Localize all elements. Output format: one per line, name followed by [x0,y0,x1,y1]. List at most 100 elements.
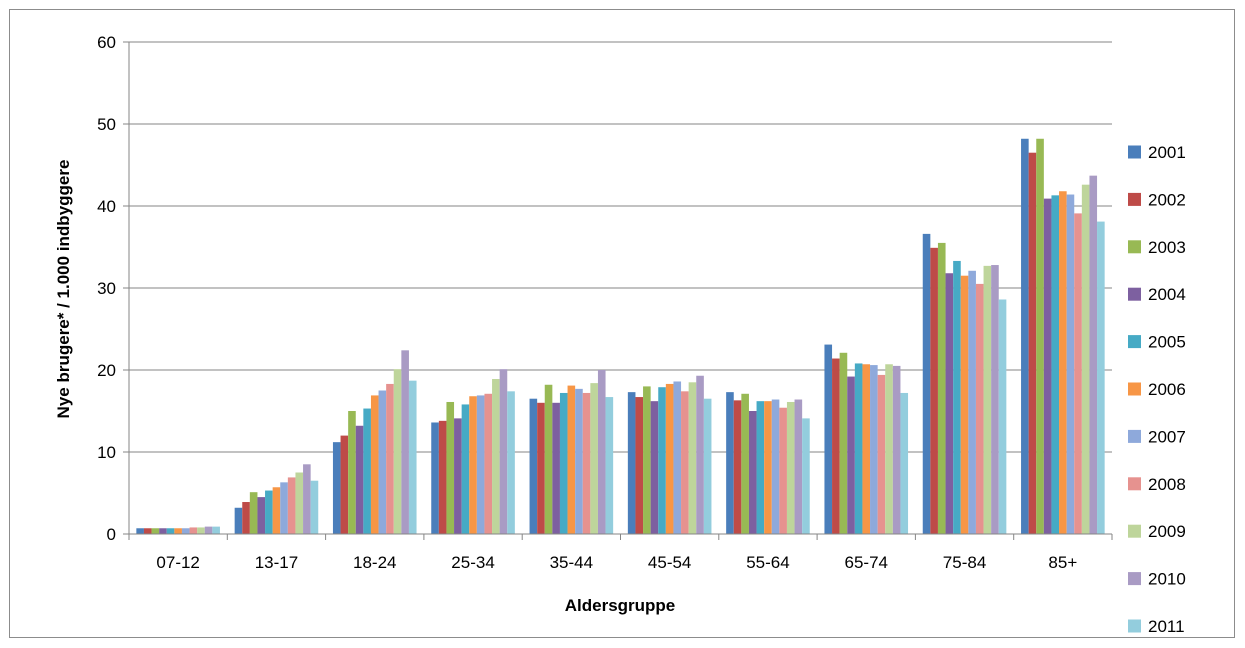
bar-2002-65-74 [832,358,840,534]
bar-2001-25-34 [431,422,439,534]
y-tick-label: 0 [107,525,116,544]
legend-swatch-2009 [1128,524,1141,538]
legend-label-2003: 2003 [1148,238,1186,257]
bar-2007-35-44 [575,388,583,534]
legend-swatch-2004 [1128,287,1141,301]
legend-swatch-2002 [1128,192,1141,206]
x-tick-label: 13-17 [255,553,298,572]
bar-2011-45-54 [703,398,712,534]
bar-2007-25-34 [476,395,485,534]
legend-swatch-2006 [1128,382,1141,396]
bar-2003-25-34 [446,401,455,534]
bar-2008-07-12 [189,527,198,534]
bar-2005-25-34 [461,404,470,534]
bar-2007-55-64 [771,399,780,534]
legend-label-2007: 2007 [1148,427,1186,446]
bar-2003-45-54 [643,386,651,534]
x-tick-label: 18-24 [353,553,396,572]
bar-2008-13-17 [287,477,296,534]
bar-2007-18-24 [378,390,387,534]
bar-2009-65-74 [885,364,893,534]
bar-2006-35-44 [567,385,576,534]
bar-2006-85+ [1059,191,1067,535]
bar-2006-07-12 [174,528,182,534]
legend-label-2010: 2010 [1148,570,1186,589]
bar-2001-65-74 [824,344,833,534]
bar-2004-35-44 [552,402,560,534]
y-tick-label: 20 [97,361,116,380]
bar-2002-55-64 [733,400,742,534]
y-tick-label: 60 [97,33,116,52]
bar-2003-55-64 [741,393,749,534]
bar-2002-85+ [1028,152,1037,534]
bar-2006-45-54 [665,383,674,534]
bar-2011-18-24 [408,380,417,534]
bar-2005-65-74 [854,363,863,534]
bar-2007-07-12 [181,528,190,534]
bar-2007-13-17 [280,482,288,534]
bar-2003-75-84 [937,242,946,534]
bar-2007-85+ [1066,194,1075,534]
y-tick-label: 50 [97,115,116,134]
legend: 2001 2002 2003 2004 2005 2006 2007 2008 2009 2010… [1128,143,1186,636]
y-axis-title: Nye brugere* / 1.000 indbyggere [54,160,73,419]
bar-2006-18-24 [370,395,379,534]
bar-2011-13-17 [310,480,319,534]
x-tick-label: 25-34 [451,553,494,572]
bars [136,138,1105,535]
legend-label-2005: 2005 [1148,333,1186,352]
bar-2003-65-74 [839,352,848,534]
bar-2009-18-24 [393,369,402,534]
bar-2005-18-24 [363,408,371,534]
bar-2008-45-54 [681,391,689,534]
bar-2008-65-74 [877,374,886,534]
bar-2003-13-17 [249,492,258,534]
x-tick-label: 55-64 [746,553,789,572]
bar-2009-75-84 [983,265,992,534]
bar-2005-85+ [1051,195,1060,534]
legend-label-2004: 2004 [1148,285,1186,304]
x-tick-label: 75-84 [943,553,986,572]
legend-swatch-2003 [1128,240,1141,254]
x-tick-label: 65-74 [845,553,888,572]
bar-2002-35-44 [537,402,545,534]
bar-2001-45-54 [627,392,636,534]
bar-2011-75-84 [998,299,1007,534]
x-tick-label: 35-44 [550,553,593,572]
bar-2005-75-84 [953,260,961,534]
legend-swatch-2011 [1128,619,1141,633]
bar-2008-35-44 [582,392,591,534]
bar-2002-75-84 [930,247,938,534]
bar-2003-07-12 [151,528,160,534]
bar-2007-45-54 [673,381,682,534]
x-tick-label: 45-54 [648,553,691,572]
bar-2001-55-64 [726,392,734,534]
axes: 0 10 20 30 40 50 60 07-12 13-17 18-24 25-34 35-44 45… [97,33,1113,572]
legend-swatch-2010 [1128,572,1141,586]
bar-2009-07-12 [197,527,205,534]
bar-2007-75-84 [968,270,976,534]
bar-2009-13-17 [295,472,304,534]
bar-2010-55-64 [794,399,803,534]
bar-2010-13-17 [303,464,311,534]
bar-2005-35-44 [559,392,568,534]
legend-swatch-2005 [1128,335,1141,349]
bar-2009-55-64 [786,401,795,534]
legend-label-2001: 2001 [1148,143,1186,162]
bar-2011-25-34 [507,391,515,534]
bar-2001-13-17 [234,507,243,534]
legend-label-2011: 2011 [1148,617,1185,636]
bar-2005-45-54 [658,387,666,534]
bar-2010-25-34 [499,369,508,534]
bar-2004-18-24 [355,425,364,534]
bar-2008-55-64 [779,407,787,534]
bar-2006-13-17 [272,487,281,534]
bar-2001-35-44 [529,398,538,534]
bar-2010-07-12 [204,526,213,534]
bar-2010-75-84 [991,265,999,534]
y-tick-label: 40 [97,197,116,216]
bar-2010-35-44 [597,370,606,534]
legend-label-2009: 2009 [1148,522,1186,541]
bar-2004-55-64 [748,411,757,534]
